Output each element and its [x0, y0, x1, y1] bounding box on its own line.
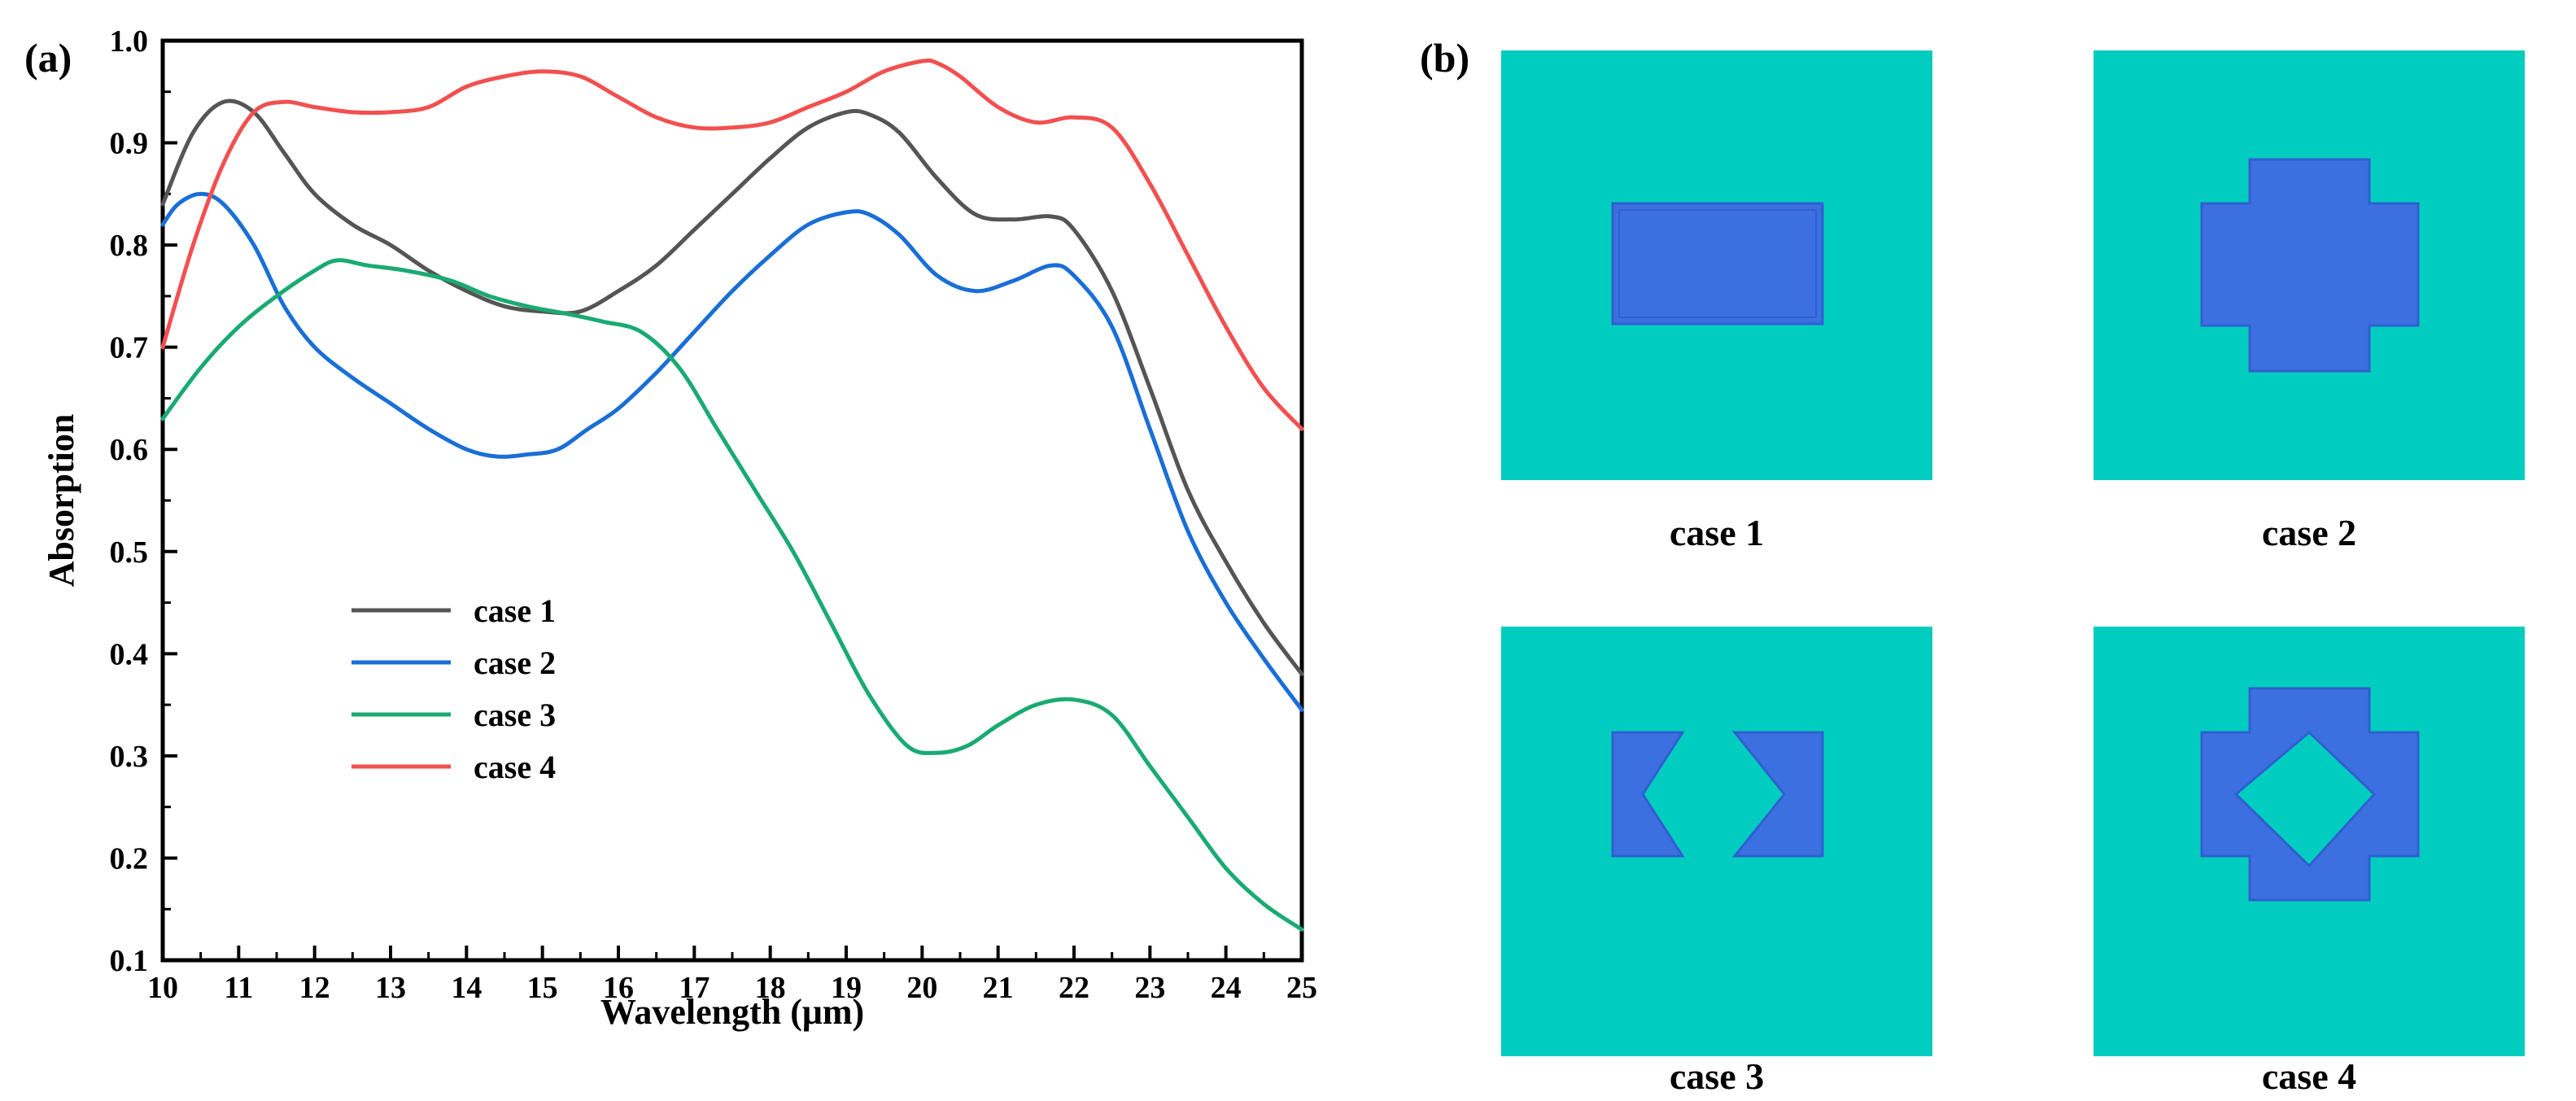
x-tick-label: 24: [1211, 971, 1242, 1005]
series-line-case-1: [160, 98, 1304, 676]
x-tick-label: 23: [1134, 971, 1165, 1005]
x-tick-label: 20: [906, 971, 937, 1005]
y-tick-label: 0.9: [110, 127, 149, 161]
y-tick-label: 0.6: [110, 433, 149, 467]
case-4-caption: case 4: [2262, 1055, 2356, 1097]
y-tick-label: 0.1: [110, 944, 149, 978]
series-lines: [160, 58, 1304, 932]
legend-label-case-2: case 2: [474, 644, 556, 681]
x-tick-label: 14: [451, 971, 482, 1005]
case-1-inner-edge: [1618, 209, 1817, 318]
legend-label-case-3: case 3: [474, 697, 556, 733]
x-tick-label: 15: [527, 971, 558, 1005]
y-tick-label: 0.4: [110, 637, 149, 671]
legend: case 1 case 2 case 3 case 4: [351, 592, 556, 785]
x-tick-label: 13: [375, 971, 406, 1005]
legend-label-case-1: case 1: [474, 592, 556, 629]
case-2-cross-resonator: [2200, 158, 2420, 373]
x-tick-label: 19: [831, 971, 862, 1005]
y-tick-label: 0.8: [110, 229, 149, 263]
case-3-left-resonator: [1611, 731, 1685, 858]
case-2-caption: case 2: [2262, 512, 2356, 553]
x-tick-label: 22: [1059, 971, 1089, 1005]
x-tick-label: 12: [299, 971, 330, 1005]
panel-a-label: (a): [24, 35, 72, 81]
x-tick-label: 21: [983, 971, 1014, 1005]
absorption-plot: 10 11 12 13 14 15 16 17 18 19 20 21 22 23 24 25 0.1 0.2 0.…: [110, 24, 1318, 1005]
case-2-unit-cell: case 2: [2094, 50, 2525, 553]
x-axis-title: Wavelength (μm): [600, 992, 864, 1032]
case-3-right-resonator: [1731, 731, 1824, 858]
y-axis-title: Absorption: [41, 414, 81, 588]
x-tick-label: 16: [603, 971, 634, 1005]
legend-label-case-4: case 4: [474, 749, 556, 785]
y-tick-label: 0.5: [110, 535, 149, 570]
series-line-case-4: [160, 58, 1304, 431]
series-line-case-3: [160, 258, 1304, 932]
x-tick-label: 25: [1286, 971, 1317, 1005]
y-tick-label: 0.3: [110, 740, 149, 774]
plot-frame: [160, 38, 1304, 963]
y-tick-label: 1.0: [110, 24, 149, 59]
x-tick-label: 18: [755, 971, 786, 1005]
case-3-background: [1501, 627, 1932, 1056]
series-line-case-2: [160, 191, 1304, 712]
x-tick-label: 10: [147, 971, 178, 1005]
y-tick-label: 0.2: [110, 841, 149, 876]
case-1-unit-cell: case 1: [1501, 50, 1932, 553]
y-tick-label: 0.7: [110, 331, 149, 365]
tick-labels: 10 11 12 13 14 15 16 17 18 19 20 21 22 23 24 25 0.1 0.2 0.…: [110, 24, 1318, 1005]
x-tick-label: 11: [224, 971, 253, 1005]
case-1-rectangle-resonator: [1611, 202, 1824, 325]
axis-ticks: [161, 39, 1303, 962]
case-1-caption: case 1: [1670, 512, 1764, 553]
case-4-cross-with-diamond-hole: [2200, 687, 2420, 902]
panel-b-label: (b): [1420, 35, 1469, 81]
case-4-unit-cell: case 4: [2094, 627, 2525, 1097]
x-tick-label: 17: [679, 971, 709, 1005]
case-3-unit-cell: case 3: [1501, 627, 1932, 1097]
case-3-caption: case 3: [1670, 1055, 1764, 1097]
